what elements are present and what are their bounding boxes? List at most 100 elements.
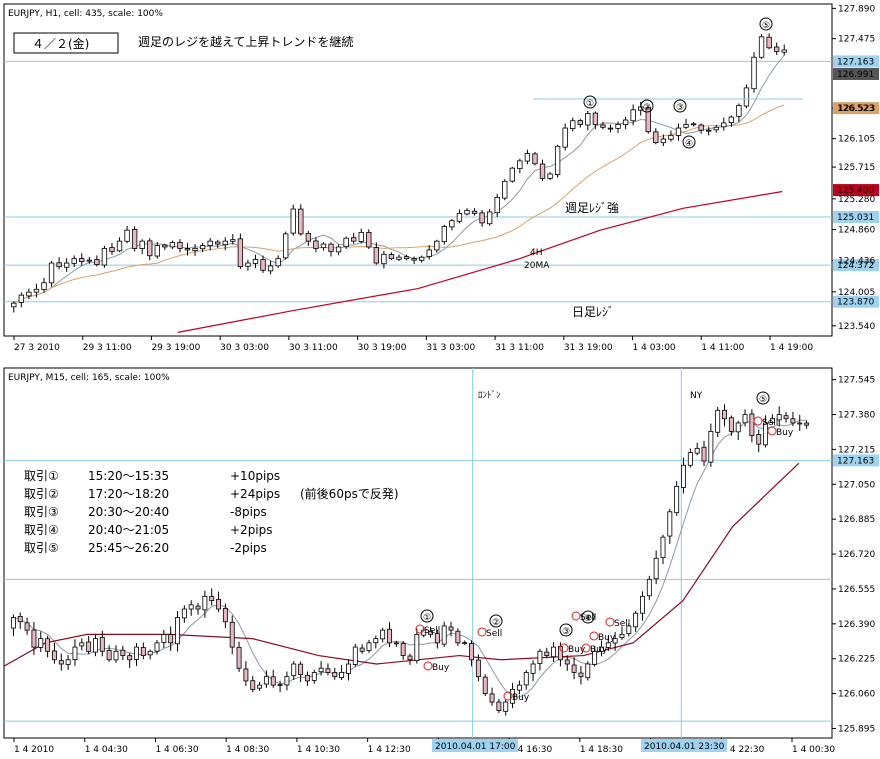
x-tick-label: 1 4 19:00 xyxy=(770,343,813,353)
signal-label: Buy xyxy=(590,645,608,655)
candle-body xyxy=(161,634,167,643)
candle-body xyxy=(305,232,312,242)
candle-body xyxy=(325,668,331,673)
candle-body xyxy=(462,642,468,645)
candle-body xyxy=(721,122,727,128)
signal-circle xyxy=(589,631,599,641)
candle-body xyxy=(667,511,673,537)
candle-body xyxy=(116,240,123,252)
x-tick-label: 31 3 19:00 xyxy=(564,343,613,353)
candle-body xyxy=(578,672,584,678)
candle-body xyxy=(749,413,755,437)
x-tick-label: 1 4 10:30 xyxy=(297,745,340,755)
candle-body xyxy=(633,612,639,628)
candle-body xyxy=(236,646,242,669)
y-tick-label: 127.215 xyxy=(838,445,875,455)
signal-label: Buy xyxy=(598,633,616,643)
candle-body xyxy=(154,245,160,257)
signal-label: Buy xyxy=(568,645,586,655)
annotation-daily-resistance: 日足ﾚｼﾞ xyxy=(572,305,614,319)
candle-body xyxy=(502,180,508,199)
date-box-label: ４／２(金) xyxy=(32,36,89,51)
candle-body xyxy=(687,452,693,466)
candle-body xyxy=(140,647,146,656)
candle-body xyxy=(400,643,406,656)
candle-body xyxy=(600,124,606,128)
candle-body xyxy=(630,109,636,122)
price-tag-label: 127.163 xyxy=(837,456,874,466)
candle-body xyxy=(585,663,591,679)
candle-body xyxy=(134,646,139,660)
marker-circle xyxy=(583,95,597,109)
candle-body xyxy=(318,667,324,673)
candle-body xyxy=(63,262,70,268)
signal-label: Buy xyxy=(432,663,450,673)
candle-body xyxy=(509,167,515,182)
candle-body xyxy=(393,642,399,645)
candle-body xyxy=(45,638,51,652)
signal-circle xyxy=(581,643,591,653)
marker-2: ② xyxy=(492,618,500,628)
candle-body xyxy=(184,248,191,251)
candle-body xyxy=(188,604,194,610)
candle-body xyxy=(592,112,599,125)
candle-body xyxy=(532,153,538,165)
price-tag-bg xyxy=(833,102,879,115)
candle-body xyxy=(674,485,680,514)
candle-body xyxy=(722,409,727,420)
y-tick-label: 127.380 xyxy=(838,411,875,421)
h1-panel xyxy=(3,3,879,340)
x-tick-label: 1 4 16:30 xyxy=(509,745,552,755)
y-tick-label: 126.523 xyxy=(838,104,875,114)
y-tick-label: 126.885 xyxy=(838,515,875,525)
candle-body xyxy=(681,464,686,488)
marker-circle xyxy=(640,99,654,113)
candle-body xyxy=(708,431,714,463)
y-tick-label: 127.050 xyxy=(838,480,875,490)
marker-1: ① xyxy=(586,99,594,109)
x-tick-label: 1 4 00:30 xyxy=(792,745,835,755)
candle-body xyxy=(291,663,297,676)
trade-label: 取引② xyxy=(24,487,59,501)
candle-body xyxy=(690,123,697,126)
y-tick-label: 126.225 xyxy=(838,655,875,665)
candle-body xyxy=(783,415,789,420)
candle-body xyxy=(109,247,115,252)
candle-body xyxy=(237,238,244,268)
y-tick-label: 126.390 xyxy=(838,620,875,630)
signal-circle xyxy=(415,624,425,634)
candle-body xyxy=(41,282,47,290)
candle-body xyxy=(31,629,37,648)
candle-body xyxy=(332,672,338,678)
candle-body xyxy=(245,262,251,267)
marker-circle xyxy=(489,614,503,628)
candle-body xyxy=(646,579,652,597)
x-tick-label: 29 3 11:00 xyxy=(83,343,132,353)
price-tag-bg xyxy=(833,67,879,80)
candle-body xyxy=(65,659,71,665)
candle-body xyxy=(11,302,17,308)
price-tag-label: 127.163 xyxy=(837,57,874,67)
candle-body xyxy=(252,258,259,264)
candle-body xyxy=(343,237,349,248)
candle-body xyxy=(260,259,266,271)
candle-body xyxy=(298,663,304,675)
candle-body xyxy=(592,650,598,665)
candle-body xyxy=(698,124,704,131)
candle-body xyxy=(222,240,228,246)
x-tick-label: 30 3 19:00 xyxy=(358,343,407,353)
candle-body xyxy=(411,258,417,261)
candle-body xyxy=(426,249,432,257)
marker-5: ⑤ xyxy=(762,21,770,31)
candle-body xyxy=(277,684,283,686)
candle-body xyxy=(441,226,447,243)
candle-body xyxy=(359,647,365,652)
candle-body xyxy=(56,262,62,268)
candle-body xyxy=(366,231,372,248)
candle-body xyxy=(619,634,625,638)
candle-body xyxy=(17,616,23,623)
candle-body xyxy=(607,127,614,130)
candle-body xyxy=(683,123,689,128)
marker-2: ② xyxy=(643,103,651,113)
